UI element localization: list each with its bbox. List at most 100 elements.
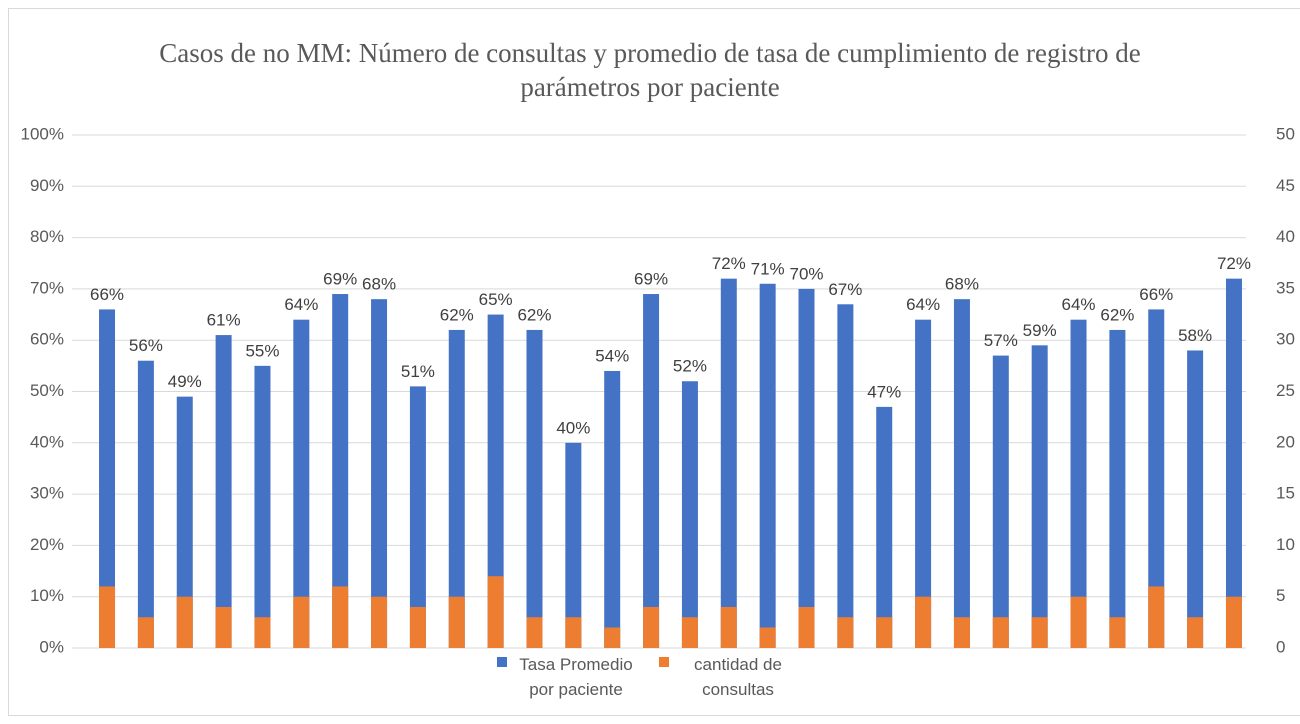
y2-tick-label: 45 — [1276, 176, 1295, 195]
y-tick-label: 80% — [30, 227, 64, 246]
data-label: 72% — [1217, 254, 1251, 273]
bar — [1225, 596, 1242, 648]
y2-tick-label: 15 — [1276, 484, 1295, 503]
bar — [915, 596, 932, 648]
bar — [371, 596, 388, 648]
data-label: 68% — [945, 275, 979, 294]
bar — [99, 309, 116, 648]
data-label: 69% — [323, 270, 357, 289]
bar — [448, 596, 465, 648]
data-label: 62% — [440, 305, 474, 324]
y2-tick-label: 5 — [1276, 586, 1285, 605]
data-label: 57% — [984, 331, 1018, 350]
legend-item: cantidad de consultas — [659, 652, 803, 702]
bar — [953, 617, 970, 648]
data-label: 70% — [789, 264, 823, 283]
y-tick-label: 50% — [30, 381, 64, 400]
data-label: 65% — [479, 290, 513, 309]
data-label: 49% — [168, 372, 202, 391]
bar — [681, 381, 698, 648]
y-tick-label: 90% — [30, 176, 64, 195]
bar — [1148, 586, 1165, 648]
bar — [1070, 596, 1087, 648]
data-label: 47% — [867, 382, 901, 401]
bar — [1187, 617, 1204, 648]
bar — [759, 627, 776, 648]
bar — [487, 576, 504, 648]
bar — [837, 304, 854, 648]
bar — [953, 299, 970, 648]
bar — [409, 386, 426, 648]
data-label: 54% — [595, 346, 629, 365]
data-label: 64% — [284, 295, 318, 314]
bar — [1031, 617, 1048, 648]
bar — [1148, 309, 1165, 648]
bar — [643, 294, 660, 648]
legend: Tasa Promedio por paciente cantidad de co… — [0, 652, 1300, 702]
data-label: 55% — [245, 341, 279, 360]
bar — [720, 606, 737, 648]
bar — [1109, 329, 1126, 648]
data-label: 59% — [1023, 321, 1057, 340]
y-tick-label: 10% — [30, 586, 64, 605]
legend-swatch — [659, 657, 669, 667]
bar — [137, 360, 154, 648]
data-label: 69% — [634, 270, 668, 289]
data-label: 52% — [673, 357, 707, 376]
y-tick-label: 0% — [39, 637, 64, 656]
data-label: 67% — [828, 280, 862, 299]
bar — [293, 319, 310, 648]
bar — [448, 329, 465, 648]
bar — [1225, 278, 1242, 648]
data-label: 62% — [1100, 305, 1134, 324]
data-label: 64% — [1062, 295, 1096, 314]
bar — [1031, 345, 1048, 648]
y-tick-label: 20% — [30, 535, 64, 554]
bar — [293, 596, 310, 648]
bar — [254, 365, 271, 648]
bar — [137, 617, 154, 648]
bar — [1070, 319, 1087, 648]
data-label: 66% — [1139, 285, 1173, 304]
bar — [254, 617, 271, 648]
bar — [992, 617, 1009, 648]
bar — [798, 606, 815, 648]
bar — [176, 396, 193, 648]
bar — [837, 617, 854, 648]
bar — [371, 299, 388, 648]
data-label: 56% — [129, 336, 163, 355]
data-label: 40% — [556, 418, 590, 437]
chart-title: Casos de no MM: Número de consultas y pr… — [159, 38, 1141, 102]
bar — [720, 278, 737, 648]
bar — [643, 606, 660, 648]
legend-swatch — [497, 657, 507, 667]
legend-label: cantidad de consultas — [694, 655, 782, 699]
bar — [1187, 350, 1204, 648]
bar — [526, 329, 543, 648]
legend-label: Tasa Promedio por paciente — [519, 655, 633, 699]
data-label: 68% — [362, 275, 396, 294]
bar — [526, 617, 543, 648]
bar — [565, 617, 582, 648]
y2-tick-label: 35 — [1276, 278, 1295, 297]
y2-tick-label: 20 — [1276, 432, 1295, 451]
y-tick-label: 30% — [30, 484, 64, 503]
y-tick-label: 100% — [21, 124, 64, 143]
bar — [332, 586, 349, 648]
data-label: 72% — [712, 254, 746, 273]
bar — [409, 606, 426, 648]
legend-item: Tasa Promedio por paciente — [497, 652, 641, 702]
bar — [332, 294, 349, 648]
y2-tick-label: 50 — [1276, 124, 1295, 143]
y-tick-label: 40% — [30, 432, 64, 451]
data-label: 58% — [1178, 326, 1212, 345]
bar — [1109, 617, 1126, 648]
y-tick-label: 70% — [30, 278, 64, 297]
bar — [487, 314, 504, 648]
bar — [565, 442, 582, 648]
y2-tick-label: 25 — [1276, 381, 1295, 400]
y2-tick-label: 40 — [1276, 227, 1295, 246]
bar — [798, 288, 815, 648]
